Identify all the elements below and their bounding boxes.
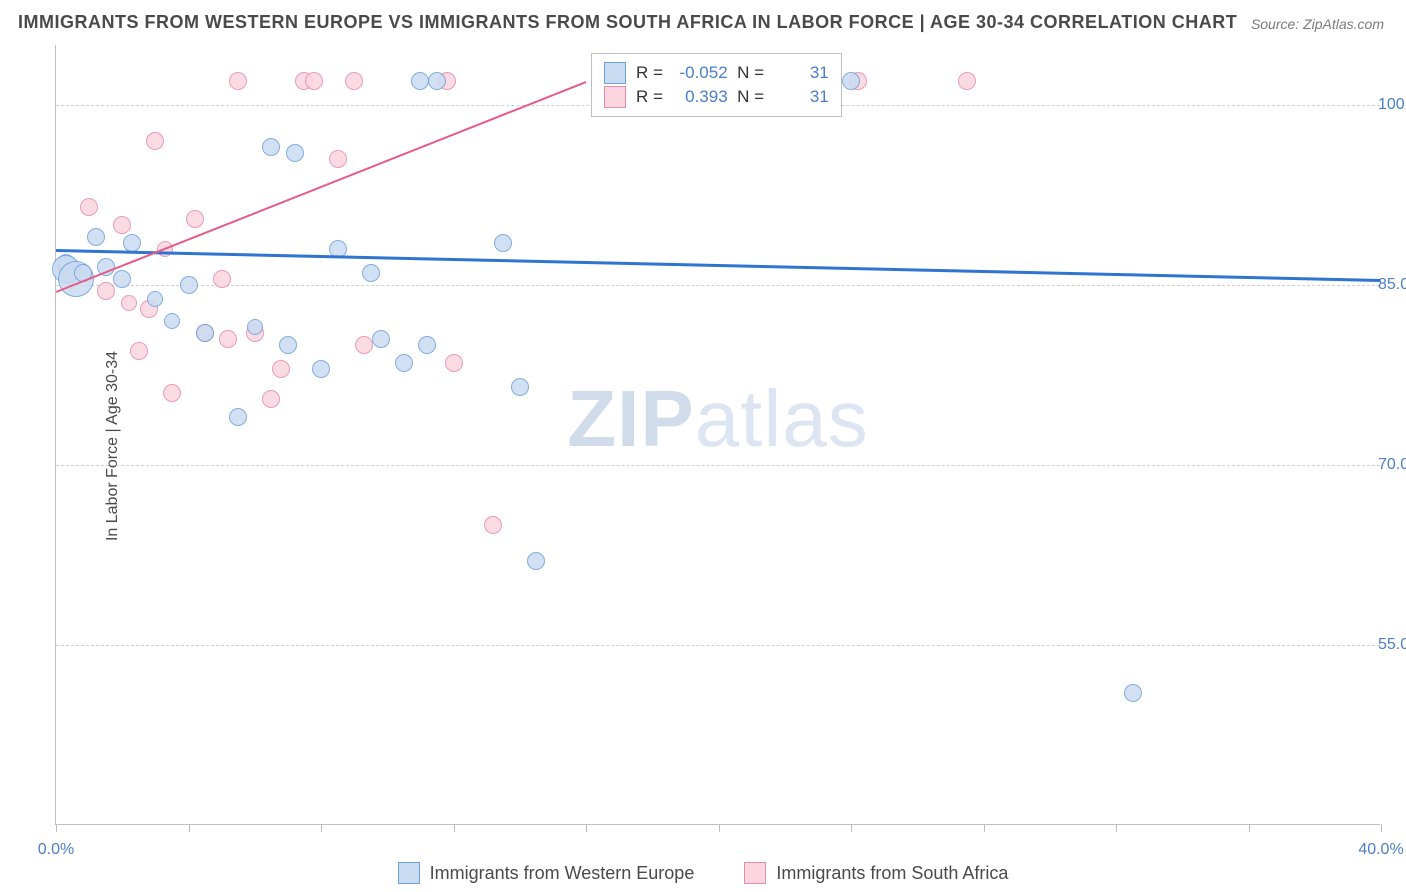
watermark-bold: ZIP [567,374,694,463]
data-point [355,336,373,354]
gridline [56,285,1380,286]
chart-container: IMMIGRANTS FROM WESTERN EUROPE VS IMMIGR… [0,0,1406,892]
data-point [123,234,141,252]
data-point [445,354,463,372]
data-point [362,264,380,282]
data-point [186,210,204,228]
data-point [213,270,231,288]
data-point [345,72,363,90]
data-point [219,330,237,348]
data-point [511,378,529,396]
data-point [163,384,181,402]
data-point [958,72,976,90]
data-point [484,516,502,534]
data-point [494,234,512,252]
data-point [229,72,247,90]
data-point [411,72,429,90]
data-point [97,282,115,300]
y-tick-label: 85.0% [1378,276,1406,294]
data-point [1124,684,1142,702]
data-point [121,295,137,311]
y-tick-label: 55.0% [1378,636,1406,654]
data-point [418,336,436,354]
legend-item-series-2: Immigrants from South Africa [744,862,1008,884]
data-point [180,276,198,294]
legend-label-1: Immigrants from Western Europe [430,863,695,884]
watermark-light: atlas [695,374,869,463]
x-tick [1381,824,1382,832]
stats-text: R = -0.052 N = 31 [636,63,829,83]
x-tick [1116,824,1117,832]
x-tick [851,824,852,832]
x-tick [454,824,455,832]
data-point [842,72,860,90]
data-point [113,270,131,288]
data-point [329,150,347,168]
x-tick [719,824,720,832]
x-tick [984,824,985,832]
source-label: Source: ZipAtlas.com [1251,16,1384,32]
x-tick [321,824,322,832]
data-point [113,216,131,234]
legend-label-2: Immigrants from South Africa [776,863,1008,884]
stats-legend: R = -0.052 N = 31 R = 0.393 N = 31 [591,53,842,117]
data-point [262,138,280,156]
stats-legend-row: R = 0.393 N = 31 [604,86,829,108]
legend-swatch-2 [744,862,766,884]
data-point [87,228,105,246]
x-tick [189,824,190,832]
data-point [146,132,164,150]
data-point [286,144,304,162]
data-point [395,354,413,372]
legend-swatch-1 [398,862,420,884]
data-point [247,319,263,335]
data-point [164,313,180,329]
trend-line [56,249,1381,282]
data-point [196,324,214,342]
x-tick [56,824,57,832]
data-point [229,408,247,426]
x-tick [586,824,587,832]
x-tick-label: 0.0% [38,841,74,859]
data-point [305,72,323,90]
data-point [312,360,330,378]
gridline [56,645,1380,646]
watermark: ZIPatlas [567,373,868,465]
stats-swatch [604,62,626,84]
data-point [527,552,545,570]
data-point [279,336,297,354]
bottom-legend: Immigrants from Western Europe Immigrant… [0,862,1406,884]
data-point [147,291,163,307]
legend-item-series-1: Immigrants from Western Europe [398,862,695,884]
gridline [56,465,1380,466]
x-tick [1249,824,1250,832]
data-point [262,390,280,408]
data-point [130,342,148,360]
data-point [80,198,98,216]
data-point [272,360,290,378]
chart-title: IMMIGRANTS FROM WESTERN EUROPE VS IMMIGR… [18,12,1237,33]
y-tick-label: 100.0% [1378,96,1406,114]
stats-text: R = 0.393 N = 31 [636,87,829,107]
data-point [372,330,390,348]
x-tick-label: 40.0% [1358,841,1403,859]
stats-legend-row: R = -0.052 N = 31 [604,62,829,84]
plot-area: ZIPatlas 55.0%70.0%85.0%100.0%0.0%40.0%R… [55,45,1380,825]
stats-swatch [604,86,626,108]
data-point [428,72,446,90]
y-tick-label: 70.0% [1378,456,1406,474]
